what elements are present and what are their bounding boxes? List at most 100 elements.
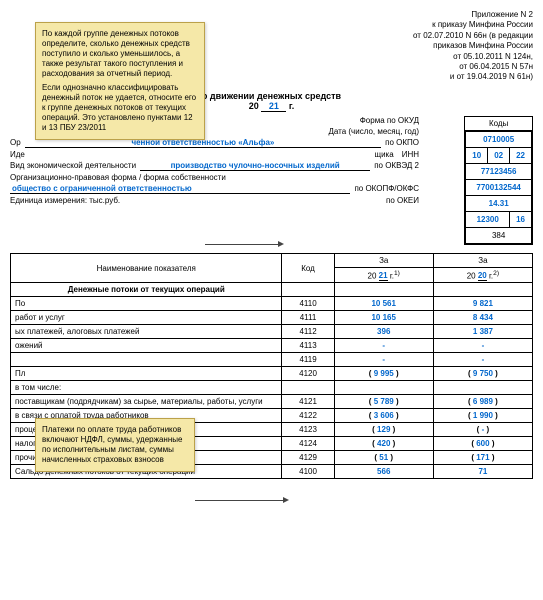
row-val1: 10 165: [334, 311, 433, 325]
row-val2: -: [433, 353, 532, 367]
legal-form-label: Организационно-правовая форма / форма со…: [10, 173, 230, 182]
year-value: 21: [261, 101, 286, 112]
row-name: ых платежей, алоговых платежей: [11, 325, 282, 339]
date-label: Дата (число, месяц, год): [328, 127, 423, 136]
codes-box: Коды 0710005 10 02 22 77123456 770013254…: [464, 116, 533, 245]
unit-label: Единица измерения: тыс.руб.: [10, 196, 124, 205]
row-name: в том числе:: [11, 381, 282, 395]
row-code: 4122: [282, 409, 334, 423]
th-year2: 20 20 г.2): [433, 267, 532, 283]
row-val1: ( 420 ): [334, 437, 433, 451]
row-val1: ( 3 606 ): [334, 409, 433, 423]
row-name: работ и услуг: [11, 311, 282, 325]
table-row: работ и услуг411110 1658 434: [11, 311, 533, 325]
callout1-p1: По каждой группе денежных потоков опреде…: [42, 29, 198, 79]
date-month: 02: [488, 147, 510, 163]
okud-label: Форма по ОКУД: [360, 116, 423, 125]
row-val1: ( 51 ): [334, 451, 433, 465]
th-code: Код: [282, 253, 334, 283]
sup1: 1): [394, 270, 400, 277]
row-code: 4124: [282, 437, 334, 451]
row-name: Пл: [11, 367, 282, 381]
row-code: 4110: [282, 297, 334, 311]
row-val2: ( 1 990 ): [433, 409, 532, 423]
activity-value: производство чулочно-носочных изделий: [140, 161, 370, 171]
callout-1: По каждой группе денежных потоков опреде…: [35, 22, 205, 140]
table-row: в том числе:: [11, 381, 533, 395]
date-year: 22: [510, 147, 532, 163]
row-val2: 8 434: [433, 311, 532, 325]
table-row: Пл4120( 9 995 )( 9 750 ): [11, 367, 533, 381]
row-val1: 396: [334, 325, 433, 339]
row-val2: 1 387: [433, 325, 532, 339]
inn-label: ИНН: [398, 150, 423, 159]
okud-value: 0710005: [466, 131, 532, 147]
row-name: [11, 353, 282, 367]
legal-form-value: общество с ограниченной ответственностью: [10, 184, 350, 194]
section-header: Денежные потоки от текущих операций: [11, 283, 282, 297]
th-year1: 20 21 г.1): [334, 267, 433, 283]
hdr-line: Приложение N 2: [10, 10, 533, 20]
row-val2: 71: [433, 465, 532, 479]
ide-label: Иде: [10, 150, 29, 159]
codes-header: Коды: [465, 117, 532, 131]
row-name: поставщикам (подрядчикам) за сырье, мате…: [11, 395, 282, 409]
row-code: 4100: [282, 465, 334, 479]
row-val2: ( - ): [433, 423, 532, 437]
row-code: 4119: [282, 353, 334, 367]
y1: 21: [379, 271, 388, 281]
row-val1: 566: [334, 465, 433, 479]
year-suffix: г.: [289, 101, 294, 111]
inn-value: 7700132544: [466, 179, 532, 195]
activity-label: Вид экономической деятельности: [10, 161, 140, 170]
year-prefix: 20: [249, 101, 259, 111]
row-code: 4129: [282, 451, 334, 465]
row-val1: [334, 381, 433, 395]
org-label: Ор: [10, 138, 25, 147]
y2: 20: [478, 271, 487, 281]
za2: За: [478, 256, 487, 265]
row-code: 4113: [282, 339, 334, 353]
callout2-p1: Платежи по оплате труда работников включ…: [42, 425, 188, 465]
table-row: По411010 5619 821: [11, 297, 533, 311]
okei-label: по ОКЕИ: [382, 196, 423, 205]
table-row: ожений4113--: [11, 339, 533, 353]
row-val2: 9 821: [433, 297, 532, 311]
row-code: 4111: [282, 311, 334, 325]
row-val1: ( 9 995 ): [334, 367, 433, 381]
row-val2: -: [433, 339, 532, 353]
callout1-p2: Если однозначно классифицировать денежны…: [42, 83, 198, 133]
arrow-2-line: [195, 500, 285, 501]
row-code: 4121: [282, 395, 334, 409]
row-val2: [433, 381, 532, 395]
row-val1: ( 5 789 ): [334, 395, 433, 409]
okpo-label: по ОКПО: [381, 138, 423, 147]
okei-value: 384: [466, 227, 532, 243]
okved-label: по ОКВЭД 2: [370, 161, 423, 170]
row-code: 4120: [282, 367, 334, 381]
okopf-value: 12300: [466, 211, 510, 227]
th-name: Наименование показателя: [11, 253, 282, 283]
row-code: [282, 381, 334, 395]
row-code: 4123: [282, 423, 334, 437]
table-row: 4119--: [11, 353, 533, 367]
row-val2: ( 600 ): [433, 437, 532, 451]
row-val1: -: [334, 339, 433, 353]
row-name: ожений: [11, 339, 282, 353]
ide-suffix: щика: [375, 150, 398, 159]
row-val2: ( 9 750 ): [433, 367, 532, 381]
th-period1: За: [334, 253, 433, 267]
za1: За: [379, 256, 388, 265]
row-code: 4112: [282, 325, 334, 339]
arrow-2-head: [283, 497, 289, 503]
date-day: 10: [466, 147, 488, 163]
arrow-1-head: [278, 241, 284, 247]
callout-2: Платежи по оплате труда работников включ…: [35, 418, 195, 472]
table-row: ых платежей, алоговых платежей41123961 3…: [11, 325, 533, 339]
row-val1: ( 129 ): [334, 423, 433, 437]
title-text: о движении денежных средств: [202, 91, 341, 101]
row-val2: ( 6 989 ): [433, 395, 532, 409]
row-val1: -: [334, 353, 433, 367]
sup2: 2): [493, 270, 499, 277]
th-period2: За: [433, 253, 532, 267]
